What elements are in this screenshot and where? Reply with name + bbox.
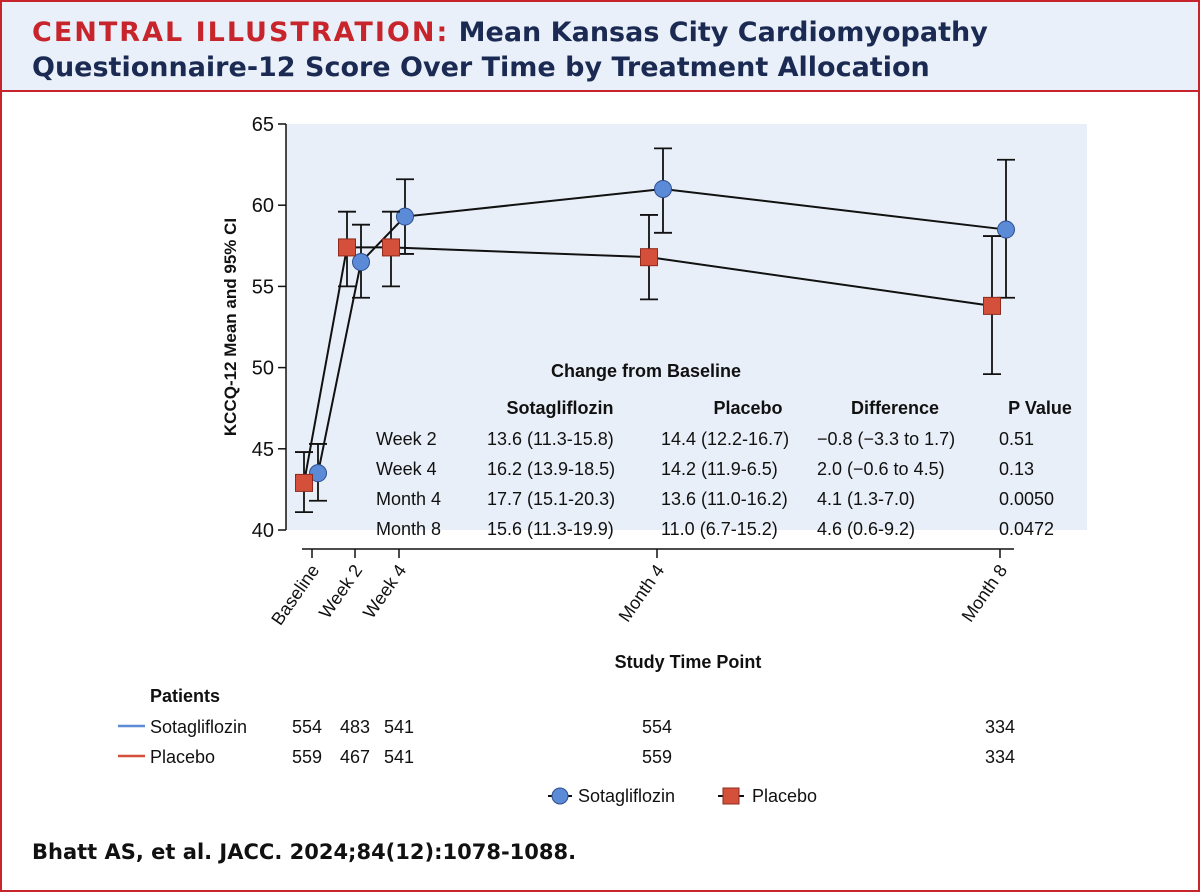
table-cell: Week 4 <box>376 459 437 479</box>
x-tick-label: Week 4 <box>359 561 410 622</box>
y-tick-label: 50 <box>252 358 274 380</box>
table-title: Change from Baseline <box>551 361 741 381</box>
title-line-1: Mean Kansas City Cardiomyopathy <box>458 17 988 48</box>
patients-count: 541 <box>384 717 414 737</box>
title-kicker: CENTRAL ILLUSTRATION: <box>32 17 450 48</box>
header-banner: CENTRAL ILLUSTRATION: Mean Kansas City C… <box>2 2 1198 92</box>
legend-label-sotagliflozin: Sotagliflozin <box>578 786 675 806</box>
data-point-placebo <box>382 238 400 257</box>
table-cell: 0.0050 <box>999 489 1054 509</box>
x-tick-label: Month 4 <box>615 561 669 626</box>
citation: Bhatt AS, et al. JACC. 2024;84(12):1078-… <box>32 840 577 864</box>
patients-count: 541 <box>384 747 414 767</box>
table-cell: Month 8 <box>376 519 441 539</box>
y-tick-label: 40 <box>252 520 274 542</box>
legend-marker-sotagliflozin <box>551 787 569 805</box>
y-axis-title: KCCQ-12 Mean and 95% CI <box>221 218 240 436</box>
table-header: Placebo <box>713 398 782 418</box>
table-cell: Week 2 <box>376 429 437 449</box>
patients-count: 334 <box>985 717 1015 737</box>
y-tick-label: 45 <box>252 439 274 461</box>
table-cell: 2.0 (−0.6 to 4.5) <box>817 459 945 479</box>
patients-count: 483 <box>340 717 370 737</box>
table-cell: 13.6 (11.3-15.8) <box>487 429 614 449</box>
data-point-placebo <box>983 296 1001 315</box>
table-cell: Month 4 <box>376 489 441 509</box>
legend-label-placebo: Placebo <box>752 786 817 806</box>
y-tick-label: 60 <box>252 195 274 217</box>
table-cell: 13.6 (11.0-16.2) <box>661 489 788 509</box>
x-tick-label: Baseline <box>267 561 323 629</box>
data-point-sotagliflozin <box>654 179 672 198</box>
y-tick-label: 55 <box>252 276 274 298</box>
patients-count: 467 <box>340 747 370 767</box>
table-cell: −0.8 (−3.3 to 1.7) <box>817 429 955 449</box>
data-point-placebo <box>338 238 356 257</box>
table-cell: 0.51 <box>999 429 1034 449</box>
data-point-sotagliflozin <box>309 464 327 483</box>
patients-row-label: Placebo <box>150 747 215 767</box>
x-axis-title: Study Time Point <box>615 652 762 672</box>
table-header: P Value <box>1008 398 1072 418</box>
patients-count: 559 <box>642 747 672 767</box>
table-header: Sotagliflozin <box>507 398 614 418</box>
title-line-2: Questionnaire-12 Score Over Time by Trea… <box>32 52 930 83</box>
patients-count: 554 <box>642 717 672 737</box>
table-cell: 4.1 (1.3-7.0) <box>817 489 915 509</box>
data-point-sotagliflozin <box>396 207 414 226</box>
data-point-sotagliflozin <box>997 220 1015 239</box>
x-tick-label: Week 2 <box>315 561 366 622</box>
data-point-placebo <box>640 248 658 267</box>
patients-row-label: Sotagliflozin <box>150 717 247 737</box>
table-cell: 17.7 (15.1-20.3) <box>487 489 615 509</box>
chart: 40 45 50 55 60 65 KCCQ-12 Mean and 95% CI Basel… <box>118 114 1087 806</box>
patients-count: 334 <box>985 747 1015 767</box>
patients-count: 554 <box>292 717 322 737</box>
y-tick-label: 65 <box>252 114 274 136</box>
table-cell: 0.0472 <box>999 519 1054 539</box>
table-cell: 15.6 (11.3-19.9) <box>487 519 614 539</box>
patients-count: 559 <box>292 747 322 767</box>
table-cell: 0.13 <box>999 459 1034 479</box>
table-cell: 11.0 (6.7-15.2) <box>661 519 778 539</box>
legend-marker-placebo <box>722 787 740 805</box>
data-point-placebo <box>295 473 313 492</box>
table-cell: 14.2 (11.9-6.5) <box>661 459 778 479</box>
figure-title: CENTRAL ILLUSTRATION: Mean Kansas City C… <box>32 15 1182 85</box>
table-header: Difference <box>851 398 939 418</box>
patients-title: Patients <box>150 686 220 706</box>
table-cell: 16.2 (13.9-18.5) <box>487 459 615 479</box>
x-tick-label: Month 8 <box>958 561 1012 626</box>
table-cell: 4.6 (0.6-9.2) <box>817 519 915 539</box>
data-point-sotagliflozin <box>352 253 370 272</box>
table-cell: 14.4 (12.2-16.7) <box>661 429 789 449</box>
